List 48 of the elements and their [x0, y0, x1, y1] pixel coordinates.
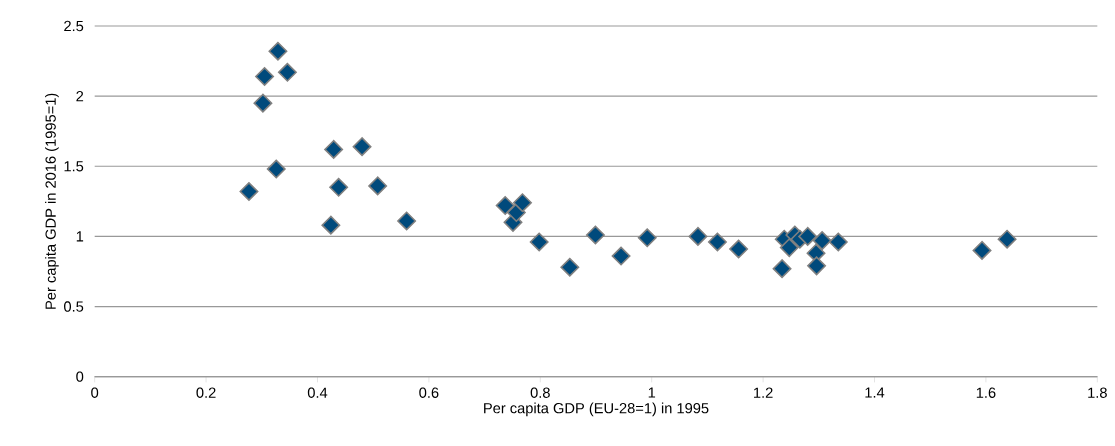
y-tick-label: 2: [76, 91, 84, 102]
point: [352, 137, 372, 157]
point: [324, 139, 344, 159]
y-tick-label: 0: [76, 371, 84, 382]
point: [329, 177, 349, 197]
point: [807, 256, 827, 276]
x-axis-title: Per capita GDP (EU-28=1) in 1995: [484, 402, 709, 417]
point: [368, 176, 388, 196]
x-tick-label: 0.2: [196, 387, 216, 398]
x-tick-label: 0.4: [307, 387, 328, 398]
point: [729, 239, 749, 259]
y-axis-title: Per capita GDP in 2016 (1995=1): [45, 93, 59, 309]
x-tick-label: 1.8: [1088, 387, 1107, 398]
x-tick-label: 0.8: [530, 387, 550, 398]
y-tick-label: 0.5: [64, 301, 84, 312]
point: [321, 215, 341, 235]
y-tick-label: 2.5: [64, 20, 84, 32]
point: [513, 193, 532, 213]
x-tick-label: 1: [648, 387, 656, 398]
point: [397, 211, 417, 231]
point: [688, 226, 708, 246]
point: [560, 257, 580, 277]
point: [253, 93, 273, 113]
point: [707, 232, 727, 252]
point: [239, 182, 259, 201]
point: [495, 196, 515, 216]
point: [812, 231, 832, 251]
point: [255, 67, 275, 86]
point: [997, 229, 1017, 249]
x-tick-label: 1.4: [865, 387, 885, 398]
x-tick-label: 0.6: [419, 387, 439, 398]
y-tick-label: 1: [76, 231, 84, 242]
x-tick-label: 1.2: [754, 387, 773, 398]
point: [585, 225, 605, 245]
point: [779, 238, 799, 258]
point: [828, 232, 848, 252]
point: [529, 232, 549, 252]
point: [611, 246, 631, 266]
point: [637, 228, 657, 248]
x-tick-label: 1.6: [976, 387, 996, 398]
point: [798, 226, 818, 246]
point: [972, 240, 992, 260]
point: [268, 41, 288, 61]
point: [266, 159, 286, 179]
point: [772, 259, 792, 279]
x-tick-label: 0: [91, 387, 99, 398]
point: [277, 62, 297, 82]
y-tick-label: 1.5: [64, 161, 84, 172]
